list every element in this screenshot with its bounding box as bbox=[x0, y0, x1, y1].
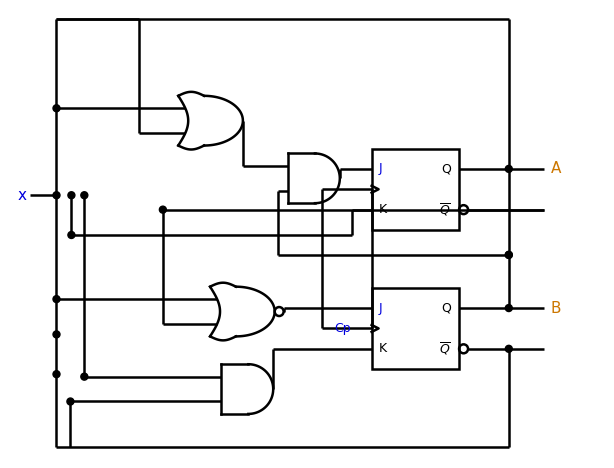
Circle shape bbox=[505, 345, 512, 352]
Text: Cp: Cp bbox=[334, 322, 351, 335]
Text: K: K bbox=[379, 342, 387, 355]
Circle shape bbox=[505, 305, 512, 312]
Circle shape bbox=[68, 232, 75, 239]
Text: K: K bbox=[379, 203, 387, 216]
Text: J: J bbox=[379, 162, 382, 176]
Text: J: J bbox=[379, 301, 382, 314]
Bar bbox=[371, 148, 459, 230]
Circle shape bbox=[505, 251, 512, 258]
Text: $\overline{Q}$: $\overline{Q}$ bbox=[439, 201, 451, 218]
Text: x: x bbox=[17, 188, 26, 203]
Circle shape bbox=[53, 192, 60, 199]
Circle shape bbox=[160, 206, 166, 213]
Bar bbox=[371, 288, 459, 369]
Circle shape bbox=[53, 296, 60, 303]
Text: A: A bbox=[551, 161, 561, 176]
Circle shape bbox=[67, 398, 74, 405]
Text: B: B bbox=[551, 300, 561, 315]
Text: Q: Q bbox=[441, 162, 451, 176]
Circle shape bbox=[505, 165, 512, 172]
Circle shape bbox=[81, 373, 88, 380]
Text: $\overline{Q}$: $\overline{Q}$ bbox=[439, 341, 451, 357]
Circle shape bbox=[53, 371, 60, 378]
Circle shape bbox=[53, 105, 60, 112]
Text: Q: Q bbox=[441, 301, 451, 314]
Circle shape bbox=[81, 192, 88, 199]
Circle shape bbox=[505, 251, 512, 258]
Circle shape bbox=[68, 192, 75, 199]
Circle shape bbox=[53, 331, 60, 338]
